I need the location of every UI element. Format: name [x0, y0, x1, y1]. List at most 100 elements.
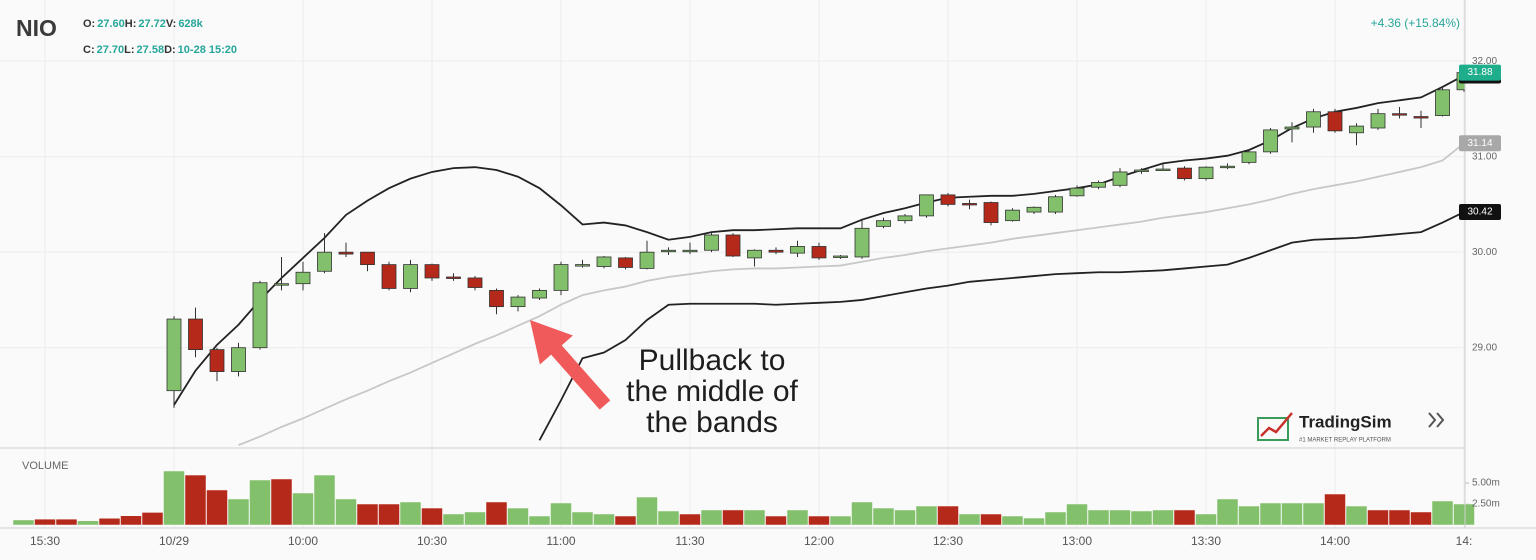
volume-bar — [270, 478, 293, 526]
volume-bar — [356, 503, 379, 526]
expand-button[interactable] — [1420, 406, 1454, 434]
annotation-arrow — [530, 320, 611, 410]
candle-body — [1327, 111, 1343, 132]
candle-body — [1241, 151, 1257, 163]
volume-bar — [292, 492, 314, 526]
volume-bar — [808, 515, 830, 526]
volume-bar — [120, 515, 142, 526]
header-row: O: 27.60H: 27.72V: 628k — [83, 18, 204, 30]
candle-body — [252, 282, 268, 349]
x-tick-label: 11:30 — [675, 534, 704, 548]
candle-body — [1005, 209, 1020, 222]
candle-body — [1370, 113, 1386, 129]
price-tag — [1459, 64, 1501, 81]
x-tick-label: 10:00 — [288, 534, 318, 548]
volume-bar — [937, 505, 959, 526]
candle-body — [360, 251, 375, 265]
price-tag-label: 31.88 — [1467, 67, 1492, 78]
volume-bar — [249, 479, 271, 526]
volume-bar — [1216, 498, 1239, 526]
candle-body — [618, 257, 633, 268]
x-tick-label: 11:00 — [546, 534, 575, 548]
candle-body — [1306, 111, 1321, 128]
y-tick-label: 32.00 — [1472, 56, 1497, 67]
volume-bar — [1023, 517, 1045, 526]
candle-body — [811, 246, 827, 259]
volume-bar — [378, 503, 400, 526]
volume-bar — [1345, 505, 1368, 526]
change: +4.36 (+15.84%) — [1371, 16, 1460, 30]
brand-tagline: #1 MARKET REPLAY PLATFORM — [1299, 438, 1391, 444]
header-value: 27.58 — [137, 44, 165, 56]
volume-bar — [980, 513, 1002, 526]
candle-body — [725, 234, 741, 257]
candle-body — [510, 296, 526, 308]
button-bg[interactable] — [1420, 406, 1454, 434]
candle-body — [424, 264, 440, 279]
header-label: V: — [166, 18, 176, 30]
price-panel — [166, 65, 1465, 446]
candle-body — [575, 264, 590, 267]
volume-bar — [1195, 513, 1217, 526]
volume-bar — [679, 513, 701, 526]
volume-bar — [507, 507, 529, 526]
price-tag — [1459, 135, 1501, 152]
volume-label: VOLUME — [22, 460, 68, 472]
candle-body — [1413, 116, 1429, 119]
volume-bar — [1152, 509, 1174, 526]
candle-body — [983, 202, 999, 223]
candle-body — [1112, 171, 1128, 186]
candle-body — [596, 256, 612, 267]
volume-bar — [1001, 515, 1024, 526]
volume-bar — [34, 518, 56, 526]
volume-bar — [743, 509, 766, 526]
candle-body — [704, 234, 719, 251]
candle-body — [919, 194, 934, 217]
volume-bar — [1367, 509, 1389, 526]
volume-bar — [1324, 493, 1346, 526]
candle-body — [833, 255, 848, 258]
band-line — [173, 74, 1465, 406]
candle-body — [682, 249, 698, 253]
ohlc-header: O: 27.60H: 27.72V: 628k C: 27.70L: 27.58D: 10-2… — [83, 18, 237, 56]
annotation-line: the bands — [646, 406, 778, 439]
volume-tick-label: 2.50m — [1472, 499, 1500, 510]
candle-body — [338, 251, 354, 255]
candle-body — [209, 349, 225, 372]
volume-bar — [722, 509, 744, 526]
volume-bar — [12, 519, 35, 526]
volume-bar — [657, 510, 680, 526]
price-tag-label: 30.42 — [1467, 207, 1492, 218]
annotation-line: Pullback to — [639, 344, 786, 377]
candle-body — [274, 283, 289, 286]
volume-bar — [894, 509, 916, 526]
header-value: 628k — [178, 18, 203, 30]
volume-bar — [1238, 505, 1260, 526]
x-tick-label: 12:30 — [933, 534, 963, 548]
x-tick-label: 10:30 — [417, 534, 447, 548]
candle-body — [790, 246, 805, 254]
header-label: C: — [83, 44, 95, 56]
header-value: 27.72 — [138, 18, 166, 30]
volume-bar — [98, 518, 121, 526]
band-line — [538, 211, 1465, 441]
y-tick-label: 30.00 — [1472, 247, 1497, 258]
brand-name: TradingSim — [1299, 412, 1392, 431]
volume-bar — [550, 502, 572, 526]
volume-bar — [206, 489, 228, 526]
volume-bar — [1281, 502, 1303, 526]
header-row: C: 27.70L: 27.58D: 10-28 15:20 — [83, 44, 237, 56]
candle-body — [768, 249, 784, 253]
chevron — [1436, 412, 1445, 428]
volume-bar — [163, 470, 185, 526]
header-label: H: — [125, 18, 137, 30]
logo-arrow — [1260, 412, 1293, 437]
volume-bar — [1453, 503, 1475, 526]
volume-panel — [12, 470, 1475, 526]
y-tick-label: 31.00 — [1472, 151, 1497, 162]
candle-body — [940, 194, 956, 205]
volume-bar — [184, 474, 207, 526]
candle-body — [876, 220, 891, 227]
